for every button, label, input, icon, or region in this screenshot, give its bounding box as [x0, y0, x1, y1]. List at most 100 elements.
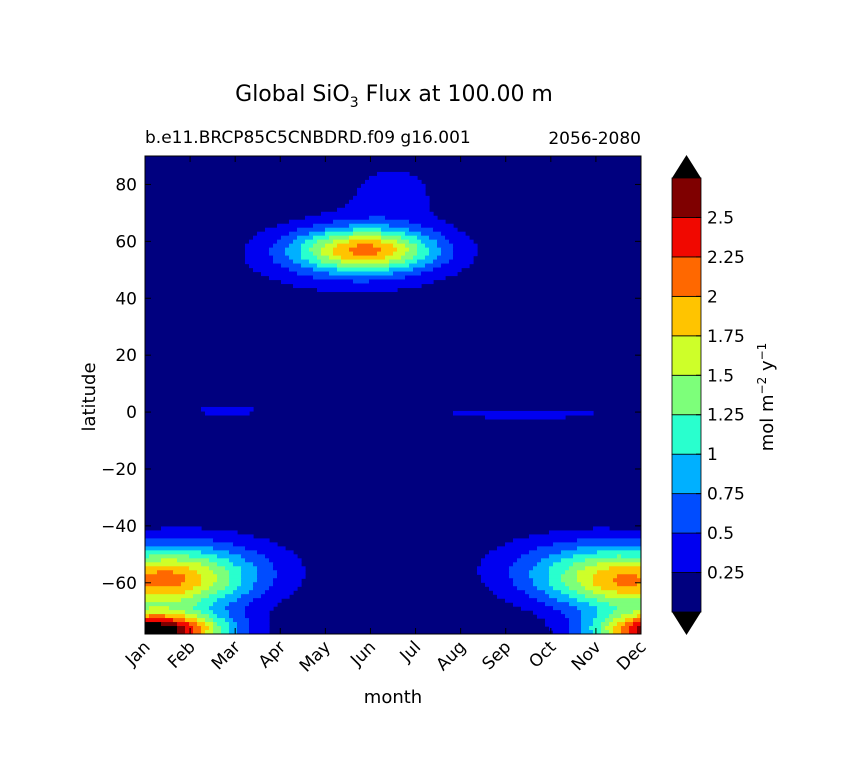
- contour-cell: [349, 239, 382, 245]
- contour-cell: [145, 558, 162, 563]
- contour-cell: [333, 247, 350, 253]
- contour-cell: [245, 243, 274, 249]
- contour-cell: [297, 235, 314, 241]
- contour-cell: [233, 542, 278, 547]
- contour-cell: [349, 235, 382, 241]
- contour-cell: [145, 614, 150, 619]
- contour-cell: [513, 602, 546, 607]
- contour-cell: [229, 558, 246, 563]
- contour-cell: [481, 558, 518, 563]
- contour-cell: [201, 574, 218, 579]
- contour-cell: [233, 562, 254, 567]
- contour-cell: [337, 207, 430, 213]
- contour-cell: [145, 566, 190, 571]
- contour-cell: [213, 538, 270, 543]
- colorbar-extend-bottom: [672, 612, 701, 635]
- contour-cell: [229, 570, 242, 575]
- contour-cell: [409, 247, 418, 253]
- y-tick-label: −40: [101, 517, 137, 537]
- chart-subtitle-right: 2056-2080: [548, 129, 641, 149]
- contour-cell: [577, 570, 598, 575]
- contour-cell: [197, 614, 210, 619]
- contour-cell: [277, 574, 306, 579]
- contour-cell: [609, 602, 641, 607]
- contour-cell: [245, 558, 270, 563]
- contour-cell: [313, 223, 350, 229]
- contour-cell: [489, 586, 518, 591]
- contour-cell: [517, 586, 538, 591]
- contour-cell: [369, 279, 434, 285]
- contour-cell: [581, 630, 594, 634]
- contour-cell: [245, 614, 270, 619]
- contour-cell: [577, 598, 598, 603]
- contour-field: [145, 171, 641, 634]
- contour-cell: [349, 199, 430, 205]
- contour-cell: [249, 602, 278, 607]
- contour-cell: [485, 582, 514, 587]
- contour-cell: [453, 410, 594, 416]
- contour-cell: [417, 243, 426, 249]
- contour-cell: [497, 594, 530, 599]
- contour-cell: [569, 618, 582, 623]
- contour-cell: [213, 622, 218, 627]
- contour-cell: [269, 558, 302, 563]
- contour-cell: [177, 622, 190, 627]
- contour-cell: [201, 562, 218, 567]
- contour-cell: [309, 247, 322, 253]
- contour-cell: [525, 590, 546, 595]
- contour-cell: [621, 614, 638, 619]
- contour-cell: [265, 554, 298, 559]
- colorbar-segment: [671, 295, 702, 337]
- contour-cell: [217, 578, 230, 583]
- contour-cell: [145, 622, 162, 627]
- y-tick-label: −60: [101, 574, 137, 594]
- contour-cell: [593, 582, 618, 587]
- contour-cell: [185, 614, 198, 619]
- contour-cell: [613, 618, 626, 623]
- contour-cell: [209, 558, 230, 563]
- contour-cell: [605, 618, 614, 623]
- contour-cell: [609, 630, 614, 634]
- contour-cell: [273, 255, 290, 261]
- contour-cell: [237, 622, 250, 627]
- contour-cell: [597, 598, 641, 603]
- contour-cell: [621, 554, 641, 559]
- contour-cell: [301, 251, 314, 257]
- contour-cell: [553, 542, 641, 547]
- contour-cell: [325, 243, 338, 249]
- contour-cell: [337, 267, 390, 273]
- contour-cell: [229, 622, 238, 627]
- contour-cell: [373, 243, 394, 249]
- contour-cell: [401, 235, 418, 241]
- colorbar-segment: [671, 453, 702, 495]
- contour-cell: [241, 594, 262, 599]
- contour-cell: [565, 614, 582, 619]
- colorbar-segment: [671, 493, 702, 534]
- contour-cell: [257, 231, 290, 237]
- contour-cell: [273, 582, 302, 587]
- contour-cell: [421, 239, 438, 245]
- contour-cell: [601, 586, 641, 591]
- colorbar-segment: [671, 572, 702, 613]
- contour-cell: [505, 542, 554, 547]
- contour-cell: [189, 566, 210, 571]
- contour-cell: [253, 235, 282, 241]
- contour-cell: [209, 594, 226, 599]
- contour-cell: [237, 598, 254, 603]
- contour-cell: [229, 550, 258, 555]
- contour-cell: [201, 582, 214, 587]
- contour-cell: [253, 562, 274, 567]
- colorbar-tick-label: 1.25: [707, 406, 745, 426]
- contour-cell: [181, 598, 202, 603]
- contour-cell: [569, 626, 582, 631]
- contour-cell: [577, 574, 594, 579]
- contour-cell: [545, 622, 570, 627]
- contour-cell: [257, 578, 274, 583]
- contour-cell: [585, 586, 602, 591]
- contour-cell: [293, 283, 422, 289]
- contour-cell: [321, 247, 334, 253]
- contour-cell: [517, 558, 542, 563]
- contour-cell: [233, 618, 250, 623]
- contour-cell: [293, 239, 306, 245]
- x-tick-label: Apr: [255, 637, 290, 672]
